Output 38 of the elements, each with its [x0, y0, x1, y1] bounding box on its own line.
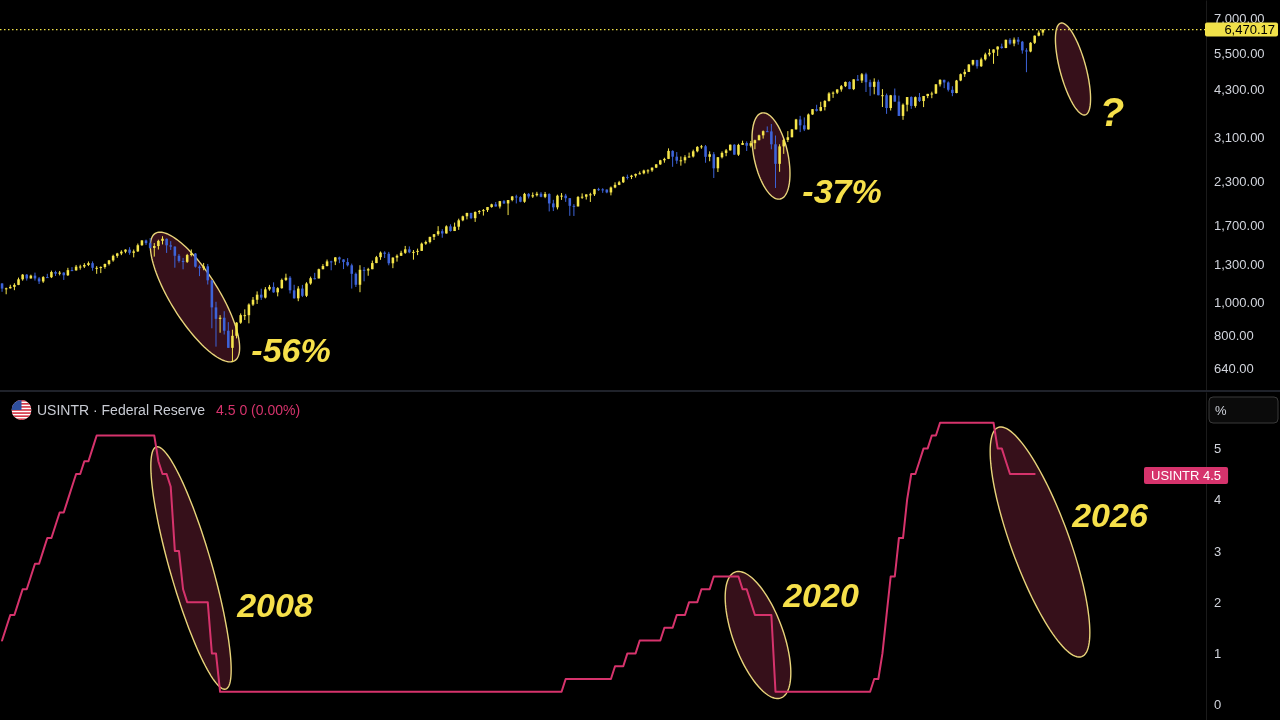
candlestick: [774, 135, 777, 189]
candlestick: [1025, 47, 1028, 73]
y-tick-label: 1: [1214, 646, 1222, 662]
annotation: USINTR 4.5: [1151, 468, 1222, 484]
y-tick-label: 640.00: [1214, 360, 1254, 376]
candlestick: [881, 88, 884, 108]
annotation: -37%: [802, 172, 882, 210]
y-tick-label: 4,300.00: [1214, 82, 1265, 98]
annotation: ?: [1099, 90, 1125, 134]
y-axis-title: %: [1215, 402, 1227, 418]
candlestick: [206, 263, 210, 286]
y-tick-label: 4: [1214, 492, 1222, 508]
text: USINTR · Federal Reserve: [37, 401, 206, 418]
candlestick: [350, 263, 354, 290]
y-tick-label: 2,300.00: [1214, 173, 1265, 189]
y-tick-label: 0: [1214, 697, 1222, 713]
candlestick: [778, 143, 781, 173]
y-tick-label: 800.00: [1214, 328, 1254, 344]
annotation: 2008: [236, 586, 313, 624]
y-tick-label: 2: [1214, 594, 1222, 610]
candlestick: [885, 93, 888, 115]
annotation: 2020: [782, 576, 859, 614]
y-tick-label: 5: [1214, 441, 1222, 457]
candlestick: [412, 249, 415, 261]
y-tick-label: 1,300.00: [1214, 257, 1265, 273]
candlestick: [227, 321, 230, 349]
y-tick-label: 1,700.00: [1214, 217, 1265, 233]
candlestick: [531, 191, 535, 199]
annotation: -56%: [251, 331, 331, 369]
y-tick-label: 3,100.00: [1214, 129, 1265, 145]
y-tick-label: 1,000.00: [1214, 295, 1265, 311]
y-tick-label: 3: [1214, 543, 1222, 559]
line-series: [1, 421, 1036, 693]
text: 4.5 0 (0.00%): [216, 401, 301, 418]
y-tick-label: 5,500.00: [1214, 46, 1265, 62]
annotation: 2026: [1071, 496, 1149, 534]
candlestick: [770, 123, 773, 150]
candlestick: [231, 329, 234, 363]
